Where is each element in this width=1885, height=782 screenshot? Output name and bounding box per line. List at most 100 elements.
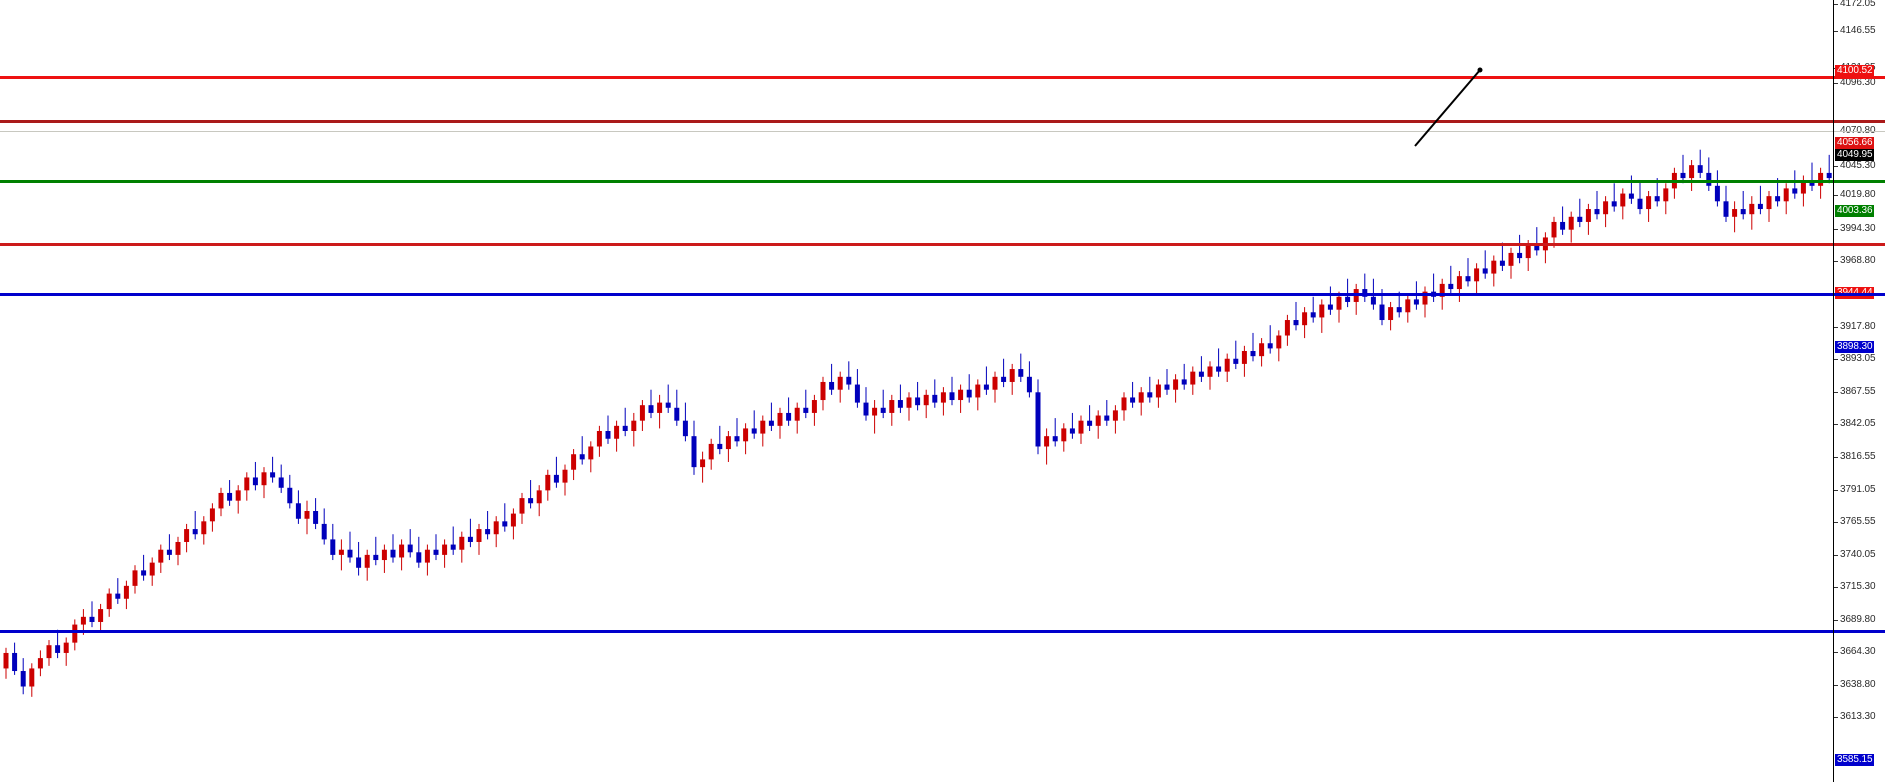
level-line-support[interactable] xyxy=(0,293,1833,296)
axis-tick-label: 3664.30 xyxy=(1840,646,1876,657)
candle-wick xyxy=(1742,190,1744,220)
candle-up xyxy=(338,549,344,555)
candle-up xyxy=(992,376,998,390)
candle-down xyxy=(803,407,809,413)
candle-up xyxy=(1207,366,1213,377)
candle-down xyxy=(1345,296,1351,302)
candle-up xyxy=(123,585,129,599)
candle-down xyxy=(846,376,852,385)
candle-up xyxy=(1508,252,1514,266)
level-line-support[interactable] xyxy=(0,180,1833,183)
candle-up xyxy=(743,428,749,442)
candle-up xyxy=(1241,351,1247,364)
candle-up xyxy=(1783,188,1789,202)
candle-up xyxy=(794,407,800,421)
level-line-resistance[interactable] xyxy=(0,76,1833,79)
candle-down xyxy=(1517,252,1523,259)
price-badge-resistance-4100[interactable]: 4100.52 xyxy=(1835,65,1875,77)
candle-wick xyxy=(882,389,884,419)
candle-wick xyxy=(1777,178,1779,207)
axis-tick-mark xyxy=(1834,392,1838,393)
candle-up xyxy=(3,652,9,669)
axis-tick-label: 3791.05 xyxy=(1840,484,1876,495)
candle-wick xyxy=(1132,381,1134,408)
price-badge-current-price[interactable]: 4049.95 xyxy=(1835,149,1875,161)
axis-tick-mark xyxy=(1834,555,1838,556)
candle-down xyxy=(880,407,886,413)
candle-up xyxy=(820,381,826,401)
candle-up xyxy=(1474,268,1480,282)
axis-tick-mark xyxy=(1834,587,1838,588)
candle-up xyxy=(1276,335,1282,349)
candle-down xyxy=(416,552,422,563)
price-badge-resistance-4056[interactable]: 4056.66 xyxy=(1835,137,1875,149)
candle-down xyxy=(1482,268,1488,274)
price-badge-support-3585[interactable]: 3585.15 xyxy=(1835,754,1875,766)
candle-wick xyxy=(1699,149,1701,179)
candle-down xyxy=(1026,376,1032,393)
candle-wick xyxy=(1398,291,1400,318)
level-line-resistance[interactable] xyxy=(0,120,1833,123)
candle-up xyxy=(261,472,267,486)
candle-up xyxy=(1259,343,1265,357)
axis-tick-mark xyxy=(1834,620,1838,621)
candle-up xyxy=(1663,188,1669,202)
candle-wick xyxy=(1501,242,1503,271)
candle-wick xyxy=(848,361,850,390)
candle-wick xyxy=(469,518,471,548)
axis-tick-mark xyxy=(1834,327,1838,328)
level-line-current-price[interactable] xyxy=(0,131,1833,132)
axis-tick-label: 3994.30 xyxy=(1840,223,1876,234)
candle-down xyxy=(1413,299,1419,305)
candle-down xyxy=(1052,436,1058,442)
candle-down xyxy=(1723,201,1729,217)
candle-down xyxy=(373,554,379,561)
axis-tick-label: 4045.30 xyxy=(1840,160,1876,171)
candle-down xyxy=(528,498,534,504)
candle-wick xyxy=(194,511,196,540)
candle-wick xyxy=(487,511,489,540)
candle-up xyxy=(98,609,104,622)
price-axis[interactable]: 4172.054146.554121.054096.304070.804045.… xyxy=(1833,0,1885,782)
candle-up xyxy=(1388,307,1394,321)
candle-wick xyxy=(1235,340,1237,370)
candle-wick xyxy=(1218,348,1220,377)
candle-down xyxy=(1147,392,1153,398)
candle-up xyxy=(37,658,43,669)
candle-up xyxy=(424,549,430,563)
level-line-tail-support xyxy=(1834,293,1885,296)
candle-down xyxy=(1069,428,1075,434)
candle-up xyxy=(1155,384,1161,398)
candle-down xyxy=(854,384,860,403)
trend-arrow-line[interactable] xyxy=(1414,69,1481,147)
candle-wick xyxy=(702,451,704,483)
candle-up xyxy=(940,392,946,403)
candle-down xyxy=(605,431,611,439)
candle-up xyxy=(760,420,766,434)
candle-up xyxy=(906,397,912,408)
level-line-support[interactable] xyxy=(0,243,1833,246)
candle-wick xyxy=(1183,363,1185,390)
candle-down xyxy=(622,425,628,431)
candle-down xyxy=(1198,371,1204,377)
candle-down xyxy=(407,544,413,553)
price-badge-support-4003[interactable]: 4003.36 xyxy=(1835,205,1875,217)
candle-down xyxy=(1757,203,1763,210)
level-line-tail-resistance xyxy=(1834,76,1885,79)
candle-wick xyxy=(1811,162,1813,191)
candle-up xyxy=(777,412,783,426)
candle-up xyxy=(1585,209,1591,222)
level-line-support[interactable] xyxy=(0,630,1833,633)
candle-up xyxy=(364,554,370,568)
candle-up xyxy=(1568,216,1574,230)
candle-up xyxy=(218,492,224,509)
candle-wick xyxy=(736,418,738,447)
candle-up xyxy=(889,400,895,413)
candle-up xyxy=(1422,291,1428,305)
candle-wick xyxy=(452,526,454,555)
candle-wick xyxy=(650,389,652,419)
price-badge-support-3898[interactable]: 3898.30 xyxy=(1835,341,1875,353)
level-line-tail-support xyxy=(1834,243,1885,246)
chart-plot-area[interactable] xyxy=(0,0,1833,782)
